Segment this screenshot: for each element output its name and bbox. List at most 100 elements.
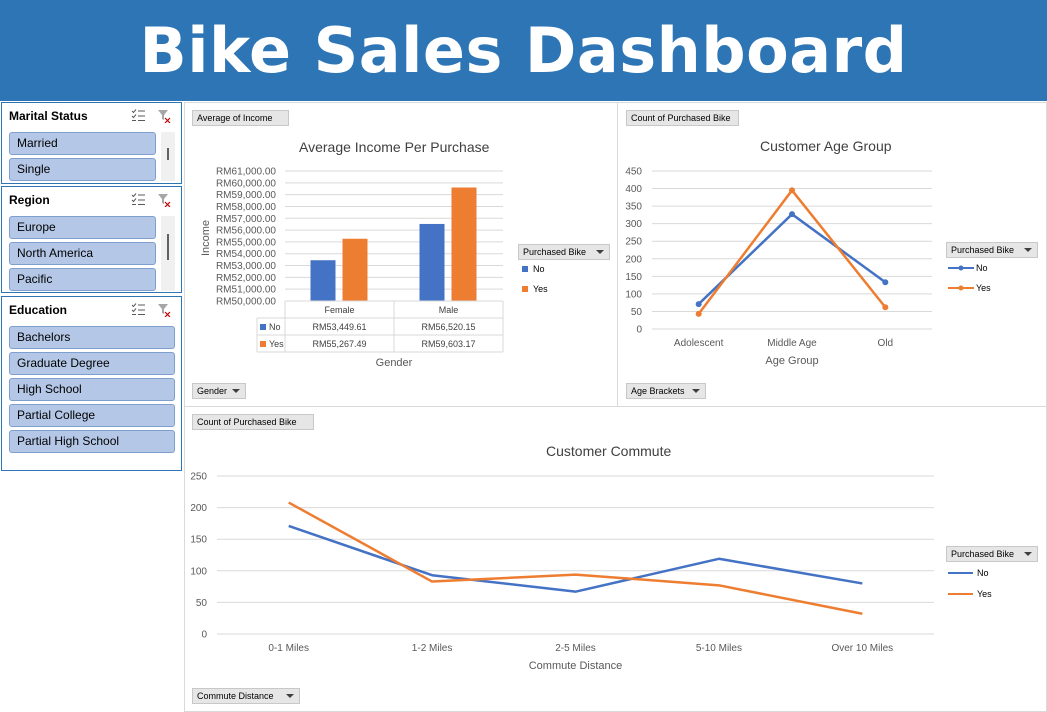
legend-swatch-icon xyxy=(522,266,528,272)
y-tick-label: RM52,000.00 xyxy=(216,273,276,284)
axis-field-button[interactable]: Commute Distance xyxy=(192,688,300,704)
series-line-yes xyxy=(288,501,863,616)
axis-field-label: Age Brackets xyxy=(631,386,685,396)
legend-entry-no: No xyxy=(522,264,545,274)
legend-field-label: Purchased Bike xyxy=(523,247,587,257)
y-tick-label: 350 xyxy=(625,202,642,213)
dropdown-arrow-icon xyxy=(692,389,700,393)
table-cell: RM53,449.61 xyxy=(312,322,366,332)
multi-select-icon[interactable] xyxy=(131,193,145,206)
y-tick-label: RM55,000.00 xyxy=(216,237,276,248)
y-tick-label: 450 xyxy=(625,167,642,178)
value-field-label: Average of Income xyxy=(197,113,273,123)
table-row-label: No xyxy=(269,322,281,332)
legend-field-label: Purchased Bike xyxy=(951,549,1015,559)
series-line-yes xyxy=(697,189,887,315)
value-field-button[interactable]: Count of Purchased Bike xyxy=(192,414,314,430)
y-tick-label: RM50,000.00 xyxy=(216,297,276,308)
x-axis-title: Commute Distance xyxy=(529,660,623,672)
slicer-education: Education Bachelors Graduate Degree High… xyxy=(1,296,182,471)
legend-line-icon xyxy=(948,572,973,574)
legend-line-icon xyxy=(948,593,973,595)
age-chart-panel: Count of Purchased Bike Customer Age Gro… xyxy=(617,102,1047,407)
slicer-item-north-america[interactable]: North America xyxy=(9,242,156,265)
slicer-item-partial-high-school[interactable]: Partial High School xyxy=(9,430,175,453)
slicer-item-high-school[interactable]: High School xyxy=(9,378,175,401)
y-tick-label: 0 xyxy=(636,325,642,336)
commute-chart-panel: Count of Purchased Bike Customer Commute… xyxy=(184,406,1047,712)
slicer-header: Education xyxy=(2,297,181,323)
value-field-label: Count of Purchased Bike xyxy=(197,417,297,427)
y-tick-label: RM60,000.00 xyxy=(216,178,276,189)
slicer-item-partial-college[interactable]: Partial College xyxy=(9,404,175,427)
data-point-no xyxy=(695,301,702,308)
value-field-button[interactable]: Average of Income xyxy=(192,110,289,126)
legend-swatch-icon xyxy=(522,286,528,292)
slicer-scrollbar[interactable] xyxy=(161,216,175,291)
slicer-item-europe[interactable]: Europe xyxy=(9,216,156,239)
multi-select-icon[interactable] xyxy=(131,303,145,316)
legend-entry-no: No xyxy=(948,568,989,578)
y-tick-label: 100 xyxy=(190,566,207,577)
value-field-button[interactable]: Count of Purchased Bike xyxy=(626,110,739,126)
y-tick-label: RM51,000.00 xyxy=(216,285,276,296)
bar-yes-male xyxy=(451,187,477,301)
table-column-header: Female xyxy=(324,305,354,315)
axis-field-label: Gender xyxy=(197,386,228,396)
axis-field-label: Commute Distance xyxy=(197,691,274,701)
table-cell: RM55,267.49 xyxy=(312,339,366,349)
axis-field-button[interactable]: Gender xyxy=(192,383,246,399)
y-tick-label: 100 xyxy=(625,289,642,300)
legend-line-marker-icon xyxy=(948,285,974,291)
legend-label: No xyxy=(976,263,988,273)
slicer-item-graduate-degree[interactable]: Graduate Degree xyxy=(9,352,175,375)
income-bar-chart: RM61,000.00RM60,000.00RM59,000.00RM58,00… xyxy=(200,167,504,369)
slicer-item-pacific[interactable]: Pacific xyxy=(9,268,156,291)
legend-label: Yes xyxy=(533,284,548,294)
y-tick-label: RM57,000.00 xyxy=(216,214,276,225)
slicer-scrollbar[interactable] xyxy=(161,132,175,181)
dropdown-arrow-icon xyxy=(1024,248,1032,252)
axis-field-button[interactable]: Age Brackets xyxy=(626,383,706,399)
x-axis-title: Age Group xyxy=(765,355,818,367)
bar-no-male xyxy=(419,223,445,301)
x-tick-label: Adolescent xyxy=(674,338,724,349)
data-point-yes xyxy=(882,304,889,311)
clear-filter-icon[interactable] xyxy=(157,109,171,123)
legend-field-button[interactable]: Purchased Bike xyxy=(946,546,1038,562)
legend-field-button[interactable]: Purchased Bike xyxy=(518,244,610,260)
multi-select-icon[interactable] xyxy=(131,109,145,122)
table-cell: RM59,603.17 xyxy=(421,339,475,349)
data-point-yes xyxy=(695,310,702,317)
chart-title: Average Income Per Purchase xyxy=(299,139,490,155)
dashboard-title: Bike Sales Dashboard xyxy=(139,14,908,87)
y-tick-label: 400 xyxy=(625,184,642,195)
y-tick-label: 150 xyxy=(190,535,207,546)
legend-label: No xyxy=(977,568,989,578)
slicer-item-bachelors[interactable]: Bachelors xyxy=(9,326,175,349)
x-tick-label: Over 10 Miles xyxy=(831,643,893,654)
dropdown-arrow-icon xyxy=(232,389,240,393)
dropdown-arrow-icon xyxy=(1024,552,1032,556)
clear-filter-icon[interactable] xyxy=(157,193,171,207)
legend-entry-yes: Yes xyxy=(522,284,548,294)
clear-filter-icon[interactable] xyxy=(157,303,171,317)
y-tick-label: 200 xyxy=(625,254,642,265)
y-tick-label: 50 xyxy=(631,307,643,318)
y-tick-label: RM58,000.00 xyxy=(216,202,276,213)
chart-title: Customer Commute xyxy=(546,443,672,459)
legend-field-button[interactable]: Purchased Bike xyxy=(946,242,1038,258)
series-line-no xyxy=(288,524,863,593)
x-tick-label: Middle Age xyxy=(767,338,817,349)
dropdown-arrow-icon xyxy=(596,250,604,254)
slicer-item-single[interactable]: Single xyxy=(9,158,156,181)
slicer-header: Region xyxy=(2,187,181,213)
table-row-label: Yes xyxy=(269,339,284,349)
y-tick-label: RM54,000.00 xyxy=(216,249,276,260)
y-tick-label: RM56,000.00 xyxy=(216,226,276,237)
table-column-header: Male xyxy=(439,305,459,315)
dropdown-arrow-icon xyxy=(286,694,294,698)
y-tick-label: RM53,000.00 xyxy=(216,261,276,272)
x-axis-title: Gender xyxy=(376,357,413,369)
slicer-item-married[interactable]: Married xyxy=(9,132,156,155)
